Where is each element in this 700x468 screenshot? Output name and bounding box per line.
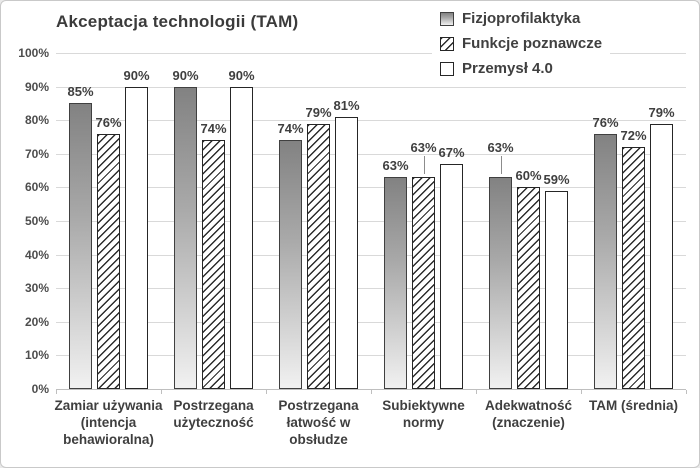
category-label-line: łatwość w [286, 415, 351, 430]
value-label: 85% [67, 84, 94, 100]
category-label-line: Zamiar używania [54, 398, 163, 413]
gridline [56, 321, 686, 323]
gridline [56, 86, 686, 88]
value-label: 79% [648, 104, 675, 120]
value-label: 81% [333, 97, 360, 113]
bar-Funkcje poznawcze [97, 133, 120, 389]
legend-item-funkcje-poznawcze: Funkcje poznawcze [440, 35, 602, 52]
legend-label: Przemysł 4.0 [462, 60, 553, 77]
bar-Przemysł 4.0 [230, 86, 253, 389]
value-label: 79% [305, 104, 332, 120]
category-label: TAM (średnia) [579, 397, 689, 414]
category-label-line: TAM (średnia) [588, 398, 678, 413]
category-label-line: Postrzegana [278, 398, 359, 413]
bar-Fizjoprofilaktyka [174, 86, 197, 389]
bar-Funkcje poznawcze [307, 123, 330, 389]
category-label-line: Postrzegana [173, 398, 254, 413]
bar-Przemysł 4.0 [650, 123, 673, 389]
bar-Przemysł 4.0 [545, 190, 568, 389]
value-label: 63% [410, 140, 437, 156]
category-label: Postrzegana łatwość w obsłudze [264, 397, 374, 448]
category-label-line: (znaczenie) [492, 415, 565, 430]
y-axis-label: 100% [18, 46, 49, 60]
gridline [56, 53, 686, 54]
gridline [56, 355, 686, 357]
y-axis-label: 20% [24, 314, 49, 329]
axis-tick [266, 390, 267, 394]
category-label-line: (intencja [80, 415, 137, 430]
axis-tick [581, 390, 582, 394]
value-label: 60% [515, 168, 542, 184]
y-axis-label: 80% [24, 113, 49, 128]
axis-tick [56, 390, 57, 394]
category-label: Postrzegana użyteczność [159, 397, 269, 431]
legend-item-fizjoprofilaktyka: Fizjoprofilaktyka [440, 10, 602, 27]
category-label-line: użyteczność [173, 415, 254, 430]
y-axis-label: 50% [24, 214, 49, 228]
gridline [56, 254, 686, 256]
value-label: 90% [123, 67, 150, 83]
legend-label: Funkcje poznawcze [462, 35, 603, 52]
y-axis-label: 10% [24, 348, 49, 363]
label-leader-line [423, 156, 425, 175]
gridline [56, 153, 686, 155]
plain-swatch-icon [440, 61, 454, 76]
y-axis-label: 90% [24, 79, 49, 94]
y-axis-label: 0% [31, 382, 49, 396]
axis-tick [686, 390, 687, 394]
gradient-swatch-icon [440, 11, 454, 26]
y-axis-label: 30% [24, 281, 49, 296]
category-label-line: Subiektywne [382, 398, 465, 413]
bar-Fizjoprofilaktyka [279, 140, 302, 389]
value-label: 63% [487, 140, 514, 156]
value-label: 67% [438, 144, 465, 160]
category-label-line: normy [402, 415, 445, 430]
axis-tick [476, 390, 477, 394]
axis-tick [371, 390, 372, 394]
value-label: 72% [620, 128, 647, 144]
axis-tick [161, 390, 162, 394]
value-label: 90% [172, 67, 199, 83]
bar-Funkcje poznawcze [517, 187, 540, 389]
value-label: 74% [200, 121, 227, 137]
bar-Fizjoprofilaktyka [69, 103, 92, 389]
value-label: 63% [382, 158, 409, 174]
value-label: 76% [592, 114, 619, 130]
bar-Fizjoprofilaktyka [489, 177, 512, 389]
category-label: Subiektywne normy [369, 397, 479, 431]
bar-Przemysł 4.0 [335, 116, 358, 389]
category-label-line: obsłudze [289, 432, 348, 447]
bar-Funkcje poznawcze [412, 177, 435, 389]
x-axis-line [56, 389, 686, 390]
gridline [56, 221, 686, 222]
category-label: Zamiar używania (intencja behawioralna) [54, 397, 164, 448]
value-label: 74% [277, 121, 304, 137]
value-label: 59% [543, 171, 570, 187]
hatch-swatch-icon [440, 36, 454, 51]
y-axis-label: 70% [24, 146, 49, 161]
y-axis-label: 60% [24, 180, 49, 195]
category-label: Adekwatność (znaczenie) [474, 397, 584, 431]
bar-Fizjoprofilaktyka [594, 133, 617, 389]
gridline [56, 288, 686, 290]
value-label: 90% [228, 67, 255, 83]
bar-Funkcje poznawcze [202, 140, 225, 389]
y-axis-label: 40% [24, 247, 49, 262]
chart-title: Akceptacja technologii (TAM) [56, 12, 299, 31]
label-leader-line [500, 156, 502, 175]
bar-Przemysł 4.0 [440, 163, 463, 389]
legend-label: Fizjoprofilaktyka [462, 10, 581, 27]
gridline [56, 187, 686, 189]
bar-Przemysł 4.0 [125, 86, 148, 389]
bar-Funkcje poznawcze [622, 147, 645, 389]
bar-Fizjoprofilaktyka [384, 177, 407, 389]
legend: Fizjoprofilaktyka Funkcje poznawcze Prze… [432, 6, 611, 87]
legend-item-przemysl-4-0: Przemysł 4.0 [440, 60, 602, 77]
category-label-line: behawioralna) [63, 432, 154, 447]
category-label-line: Adekwatność [484, 398, 573, 413]
gridline [56, 120, 686, 122]
value-label: 76% [95, 114, 122, 130]
